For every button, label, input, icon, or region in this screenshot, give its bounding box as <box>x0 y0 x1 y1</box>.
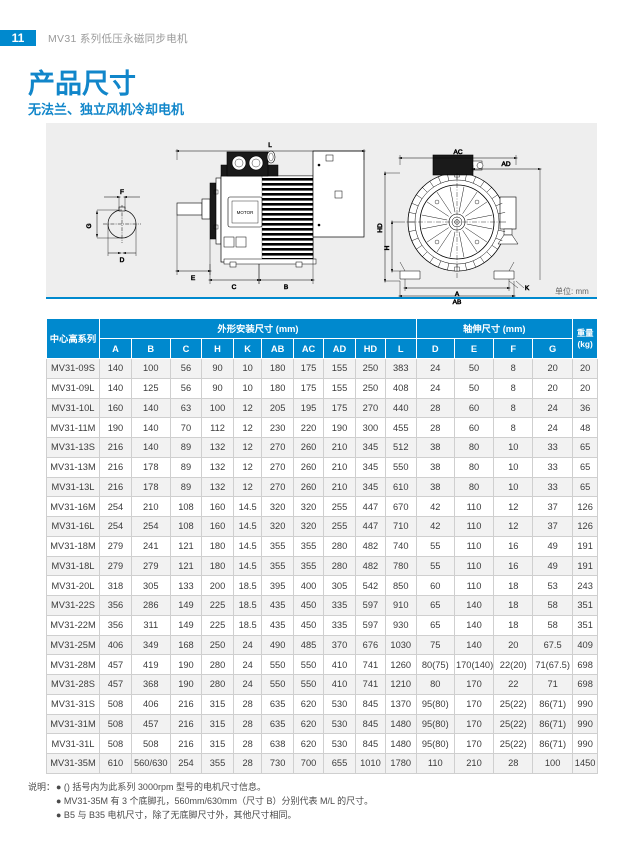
svg-text:AC: AC <box>453 149 462 156</box>
svg-text:B: B <box>284 284 288 291</box>
svg-text:E: E <box>191 275 196 282</box>
svg-text:MOTOR: MOTOR <box>237 210 254 215</box>
svg-text:AD: AD <box>501 161 510 168</box>
svg-text:G: G <box>86 223 93 228</box>
svg-text:AB: AB <box>453 299 462 306</box>
svg-text:L: L <box>268 142 272 149</box>
svg-text:F: F <box>120 189 124 196</box>
svg-text:D: D <box>120 257 125 264</box>
svg-text:HD: HD <box>377 223 384 233</box>
svg-text:C: C <box>232 284 237 291</box>
svg-text:K: K <box>525 285 530 292</box>
svg-text:H: H <box>384 245 391 250</box>
